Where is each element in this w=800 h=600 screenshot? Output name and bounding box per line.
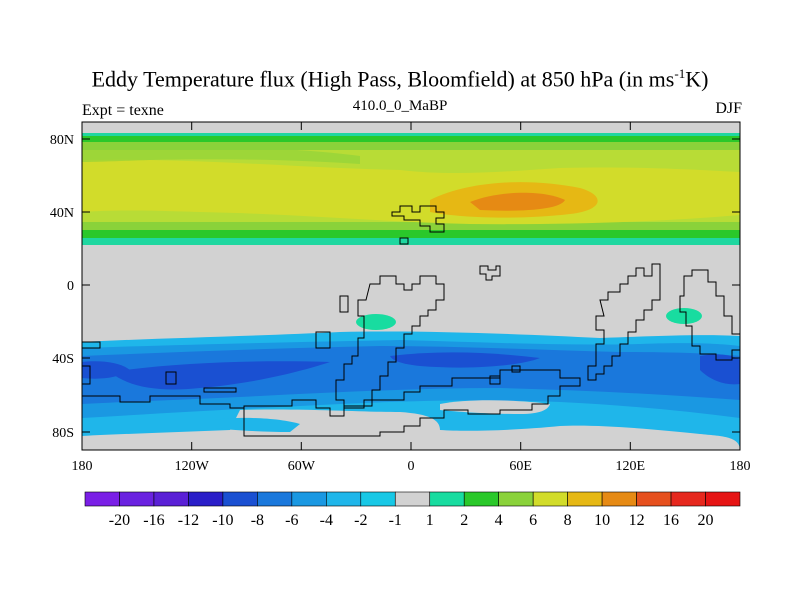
colorbar-swatch	[636, 491, 672, 507]
colorbar-label: -4	[320, 512, 333, 529]
lon-label: 180	[730, 459, 751, 474]
season-label: DJF	[715, 100, 742, 117]
lon-label: 60E	[509, 459, 532, 474]
colorbar-swatch	[705, 491, 741, 507]
contour-field	[82, 122, 740, 450]
lon-label: 60W	[288, 459, 316, 474]
experiment-label: Expt = texne	[82, 102, 164, 119]
colorbar-label: 1	[426, 512, 434, 529]
colorbar-swatch	[567, 491, 603, 507]
colorbar-swatch	[498, 491, 534, 507]
band-nh-12	[470, 192, 565, 211]
lat-label: 80S	[52, 426, 74, 441]
time-label: 410.0_0_MaBP	[352, 98, 448, 114]
colorbar-label: 12	[629, 512, 645, 529]
coast-patch-5	[203, 387, 237, 393]
colorbar-swatch	[394, 491, 431, 507]
colorbar-swatch	[326, 491, 362, 507]
lon-label: 120W	[175, 459, 210, 474]
colorbar-swatch	[222, 491, 258, 507]
coast-cape-verde	[339, 295, 349, 313]
coast-patch-3	[165, 371, 177, 385]
colorbar-swatch	[429, 491, 465, 507]
lon-label: 180	[72, 459, 93, 474]
colorbar-swatch	[291, 491, 327, 507]
lat-label: 80N	[50, 133, 74, 148]
colorbar-label: -20	[109, 512, 130, 529]
band-sh-8-east	[390, 352, 540, 368]
coast-patch-2	[82, 341, 101, 349]
coastlines	[82, 205, 740, 437]
colorbar-label: -16	[143, 512, 164, 529]
coast-sh-line	[82, 395, 244, 409]
colorbar-label: 4	[495, 512, 503, 529]
colorbar-label: -8	[251, 512, 264, 529]
band-sh-6	[82, 346, 740, 404]
colorbar: -20 -16 -12 -10 -8 -6 -4 -2 -1 1 2 4 6 8 10 12 16 20	[84, 491, 741, 529]
band-sh-8-west	[110, 361, 330, 390]
lat-label: 40N	[50, 206, 74, 221]
coast-patch-4	[82, 365, 91, 385]
colorbar-swatch	[257, 491, 293, 507]
colorbar-label: 10	[594, 512, 610, 529]
colorbar-swatch	[119, 491, 155, 507]
coast-india-asia	[587, 263, 661, 381]
lat-label: 0	[67, 279, 74, 294]
coast-europe	[391, 205, 445, 233]
patch-pacific	[666, 308, 702, 324]
colorbar-swatch	[670, 491, 706, 507]
coast-antarctica	[243, 369, 581, 437]
colorbar-swatch	[153, 491, 189, 507]
colorbar-swatch	[84, 491, 120, 507]
colorbar-label: -6	[285, 512, 298, 529]
coast-patch-6	[489, 375, 501, 385]
band-sh-8-edge	[82, 361, 130, 379]
colorbar-label: 2	[460, 512, 468, 529]
colorbar-label: -10	[212, 512, 233, 529]
coast-africa	[335, 275, 445, 409]
patch-atlantic	[356, 314, 396, 330]
colorbar-swatch	[601, 491, 637, 507]
colorbar-label: -12	[178, 512, 199, 529]
colorbar-label: -1	[389, 512, 402, 529]
colorbar-label: -2	[354, 512, 367, 529]
antarctic-blue	[214, 417, 300, 432]
band-nh-4b	[82, 146, 360, 164]
lon-label: 0	[408, 459, 415, 474]
colorbar-swatch	[360, 491, 396, 507]
lon-label: 120E	[616, 459, 646, 474]
coast-arabia	[479, 265, 501, 281]
colorbar-swatch	[463, 491, 499, 507]
colorbar-swatch	[188, 491, 224, 507]
chart-title: Eddy Temperature flux (High Pass, Bloomf…	[91, 66, 709, 92]
colorbar-label: 8	[564, 512, 572, 529]
axis-ticks	[81, 122, 741, 450]
colorbar-label: 6	[529, 512, 537, 529]
coast-australia	[679, 269, 740, 361]
colorbar-label: 20	[698, 512, 714, 529]
coast-island	[399, 237, 409, 245]
colorbar-swatch	[532, 491, 568, 507]
lat-label: 40S	[52, 352, 74, 367]
colorbar-label: 16	[663, 512, 679, 529]
coast-patch-1	[315, 331, 331, 349]
band-sh-8-dateline	[700, 354, 740, 385]
